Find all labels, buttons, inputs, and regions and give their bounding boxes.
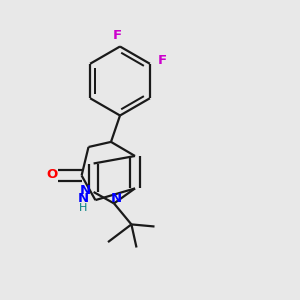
Text: F: F — [158, 54, 167, 67]
Text: O: O — [46, 168, 58, 182]
Text: N: N — [78, 192, 89, 205]
Text: H: H — [79, 203, 88, 213]
Text: F: F — [112, 28, 122, 42]
Text: N: N — [111, 191, 122, 205]
Text: N: N — [80, 184, 91, 197]
